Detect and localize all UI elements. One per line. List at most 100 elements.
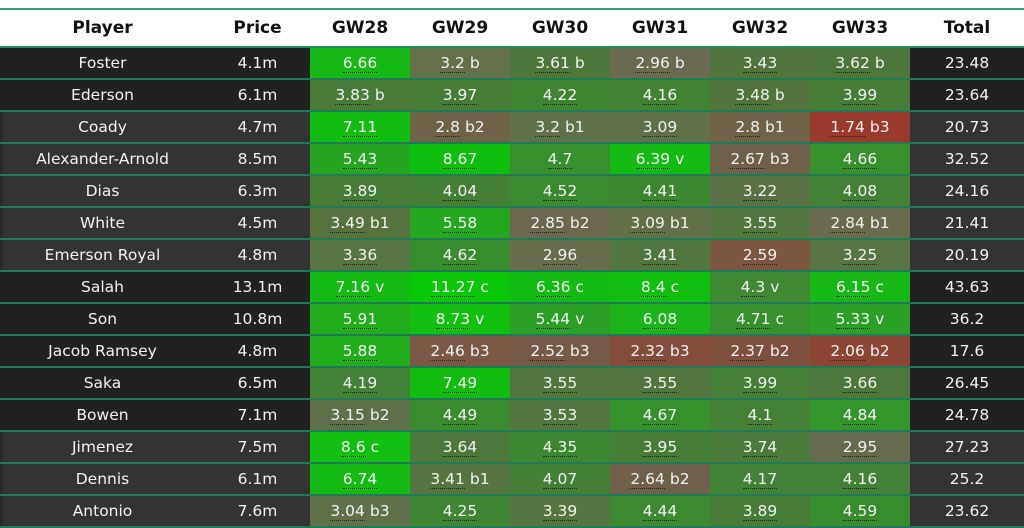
column-header-price[interactable]: Price [205,8,310,48]
projected-points-value[interactable]: 2.46 [430,342,465,361]
projected-points-value[interactable]: 2.37 [730,342,765,361]
projected-points-value[interactable]: 4.52 [542,182,578,201]
column-header-gw32[interactable]: GW32 [710,8,810,48]
column-header-player[interactable]: Player [0,8,205,48]
projected-points-value[interactable]: 3.55 [542,374,578,393]
projected-points-value[interactable]: 4.3 [740,278,766,297]
projected-points-value[interactable]: 3.99 [842,86,878,105]
projected-points-value[interactable]: 4.25 [442,502,478,521]
projected-points-value[interactable]: 3.64 [442,438,478,457]
projected-points-value[interactable]: 2.32 [630,342,665,361]
projected-points-value[interactable]: 4.41 [642,182,678,201]
projected-points-value[interactable]: 3.41 [430,470,465,489]
column-header-gw30[interactable]: GW30 [510,8,610,48]
column-header-gw31[interactable]: GW31 [610,8,710,48]
projected-points-value[interactable]: 2.84 [830,214,865,233]
projected-points-value[interactable]: 3.43 [742,54,778,73]
projected-points-value[interactable]: 3.55 [742,214,778,233]
projected-points-value[interactable]: 2.8 [735,118,760,137]
projected-points-value[interactable]: 3.36 [342,246,378,265]
projected-points-value[interactable]: 11.27 [431,278,476,297]
projected-points-value[interactable]: 6.36 [535,278,571,297]
projected-points-value[interactable]: 1.74 [830,118,865,137]
projected-points-value[interactable]: 6.08 [642,310,678,329]
projected-points-value[interactable]: 5.44 [535,310,571,329]
projected-points-value[interactable]: 2.96 [542,246,578,265]
projected-points-value[interactable]: 8.6 [340,438,366,457]
projected-points-value[interactable]: 3.39 [542,502,578,521]
projected-points-value[interactable]: 4.62 [442,246,478,265]
projected-points-value[interactable]: 8.73 [435,310,471,329]
column-header-gw29[interactable]: GW29 [410,8,510,48]
column-header-gw33[interactable]: GW33 [810,8,910,48]
projected-points-value[interactable]: 4.1 [747,406,773,425]
projected-points-value[interactable]: 4.84 [842,406,878,425]
projected-points-value[interactable]: 2.8 [435,118,460,137]
projected-points-value[interactable]: 7.11 [342,118,378,137]
projected-points-value[interactable]: 3.66 [842,374,878,393]
projected-points-value[interactable]: 3.62 [835,54,870,73]
projected-points-value[interactable]: 4.04 [442,182,478,201]
gameweek-projection-cell: 7.49 [410,367,510,400]
projected-points-value[interactable]: 6.74 [342,470,378,489]
projected-points-value[interactable]: 2.95 [842,438,878,457]
projected-points-value[interactable]: 3.48 [735,86,770,105]
projected-points-value[interactable]: 3.95 [642,438,678,457]
projected-points-value[interactable]: 3.25 [842,246,878,265]
projected-points-value[interactable]: 5.88 [342,342,378,361]
projected-points-value[interactable]: 3.04 [330,502,365,521]
projected-points-value[interactable]: 4.71 [735,310,771,329]
projected-points-value[interactable]: 3.15 [330,406,365,425]
projected-points-value[interactable]: 4.66 [842,150,878,169]
projected-points-value[interactable]: 5.33 [835,310,871,329]
projected-points-value[interactable]: 3.49 [330,214,365,233]
column-header-total[interactable]: Total [910,8,1024,48]
projected-points-value[interactable]: 5.43 [342,150,378,169]
projected-points-value[interactable]: 3.2 [535,118,560,137]
projected-points-value[interactable]: 2.85 [530,214,565,233]
projected-points-value[interactable]: 3.09 [642,118,678,137]
projected-points-value[interactable]: 2.64 [630,470,665,489]
projected-points-value[interactable]: 2.52 [530,342,565,361]
projected-points-value[interactable]: 7.16 [335,278,371,297]
projected-points-value[interactable]: 4.49 [442,406,478,425]
projected-points-value[interactable]: 4.35 [542,438,578,457]
projected-points-value[interactable]: 3.99 [742,374,778,393]
projected-points-value[interactable]: 5.91 [342,310,378,329]
projected-points-value[interactable]: 6.15 [835,278,871,297]
projected-points-value[interactable]: 4.07 [542,470,578,489]
projected-points-value[interactable]: 2.67 [730,150,765,169]
projected-points-value[interactable]: 3.09 [630,214,665,233]
projected-points-value[interactable]: 8.4 [640,278,666,297]
projected-points-value[interactable]: 3.61 [535,54,570,73]
projected-points-value[interactable]: 3.89 [742,502,778,521]
projected-points-value[interactable]: 6.39 [635,150,671,169]
projected-points-value[interactable]: 4.67 [642,406,678,425]
projected-points-value[interactable]: 4.08 [842,182,878,201]
projected-points-value[interactable]: 5.58 [442,214,478,233]
projected-points-value[interactable]: 4.19 [342,374,378,393]
projected-points-value[interactable]: 4.22 [542,86,578,105]
projected-points-value[interactable]: 6.66 [342,54,378,73]
projected-points-value[interactable]: 7.49 [442,374,478,393]
projected-points-value[interactable]: 4.7 [547,150,573,169]
projected-points-value[interactable]: 3.53 [542,406,578,425]
projected-points-value[interactable]: 4.44 [642,502,678,521]
projected-points-value[interactable]: 3.22 [742,182,778,201]
projected-points-value[interactable]: 2.59 [742,246,778,265]
projected-points-value[interactable]: 3.74 [742,438,778,457]
projected-points-value[interactable]: 4.17 [742,470,778,489]
projected-points-value[interactable]: 3.55 [642,374,678,393]
projected-points-value[interactable]: 3.83 [335,86,370,105]
projected-points-value[interactable]: 4.59 [842,502,878,521]
projected-points-value[interactable]: 8.67 [442,150,478,169]
projected-points-value[interactable]: 4.16 [842,470,878,489]
projected-points-value[interactable]: 3.97 [442,86,478,105]
projected-points-value[interactable]: 3.41 [642,246,678,265]
projected-points-value[interactable]: 4.16 [642,86,678,105]
projected-points-value[interactable]: 3.2 [440,54,465,73]
projected-points-value[interactable]: 2.06 [830,342,865,361]
projected-points-value[interactable]: 3.89 [342,182,378,201]
column-header-gw28[interactable]: GW28 [310,8,410,48]
projected-points-value[interactable]: 2.96 [635,54,670,73]
